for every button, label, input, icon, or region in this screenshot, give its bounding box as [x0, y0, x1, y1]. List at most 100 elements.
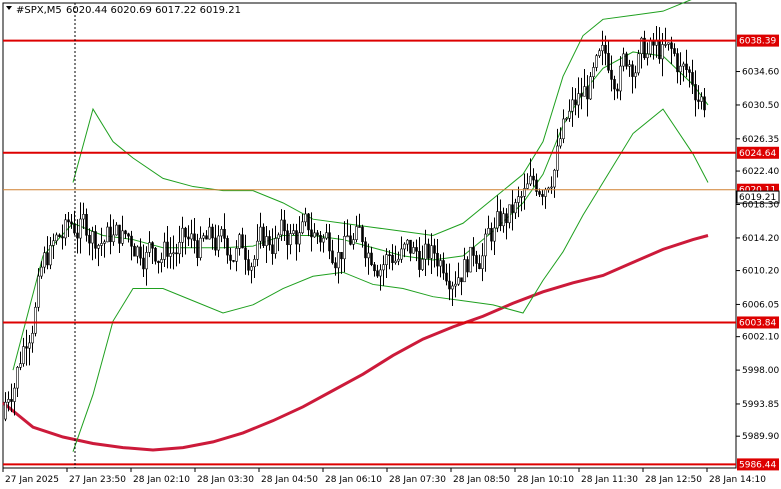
- candle-body: [106, 226, 109, 243]
- bollinger-lower-line: [72, 108, 709, 452]
- candle-body: [583, 86, 586, 97]
- x-tick-label: 27 Jan 23:50: [69, 475, 126, 485]
- candle-body: [79, 218, 82, 239]
- candle-body: [352, 239, 355, 245]
- candle-body: [403, 243, 406, 250]
- x-tick-label: 28 Jan 07:30: [389, 475, 446, 485]
- candle-body: [220, 228, 223, 237]
- candle-body: [202, 235, 205, 239]
- candle-body: [421, 258, 424, 270]
- candle-body: [175, 252, 178, 255]
- candle-body: [103, 241, 106, 244]
- y-tick-label: 6022.40: [742, 167, 779, 177]
- level-tag-label: 6024.64: [739, 149, 776, 159]
- candle-body: [559, 138, 562, 147]
- candle-body: [160, 259, 163, 263]
- y-tick-label: 6018.30: [742, 201, 779, 211]
- y-axis: 6034.60 6030.50 6026.35 6022.40 6018.30 6014.…: [736, 68, 779, 442]
- candle-body: [361, 226, 364, 243]
- candle-body: [328, 232, 331, 252]
- candle-body: [364, 241, 367, 259]
- candle-body: [187, 236, 190, 240]
- candle-body: [280, 219, 283, 236]
- candle-body: [703, 96, 706, 111]
- y-tick-label: 6002.10: [742, 333, 779, 343]
- candle-body: [244, 247, 247, 260]
- candle-body: [259, 226, 262, 242]
- candle-body: [37, 275, 40, 308]
- x-tick-label: 28 Jan 04:50: [261, 475, 318, 485]
- candle-body: [631, 64, 634, 77]
- candle-body: [139, 246, 142, 259]
- candle-body: [400, 248, 403, 260]
- candle-body: [268, 236, 271, 246]
- candle-body: [589, 76, 592, 100]
- candle-body: [532, 175, 535, 181]
- candle-body: [118, 224, 121, 244]
- candle-body: [472, 246, 475, 256]
- candle-body: [391, 254, 394, 263]
- plot-frame: [2, 2, 737, 469]
- y-tick-label: 6006.05: [742, 300, 779, 310]
- candle-body: [265, 236, 268, 246]
- candle-body: [286, 230, 289, 246]
- candle-body: [565, 118, 568, 120]
- candle-body: [247, 259, 250, 271]
- candle-body: [274, 238, 277, 254]
- candle-body: [529, 175, 532, 185]
- candle-body: [424, 243, 427, 260]
- x-tick-label: 28 Jan 02:10: [133, 475, 190, 485]
- candle-body: [598, 50, 601, 57]
- candle-body: [13, 387, 16, 402]
- x-tick-label: 27 Jan 2025: [5, 475, 59, 485]
- candle-body: [397, 258, 400, 262]
- candle-body: [67, 219, 70, 223]
- bollinger-bands-group: [12, 0, 709, 452]
- candle-body: [505, 213, 508, 224]
- candle-body: [64, 219, 67, 239]
- candle-body: [607, 52, 610, 71]
- candle-body: [571, 99, 574, 112]
- candle-body: [493, 227, 496, 242]
- y-tick-label: 6026.35: [742, 135, 779, 145]
- candle-body: [649, 40, 652, 55]
- candle-body: [16, 367, 19, 389]
- dropdown-triangle-icon[interactable]: [6, 6, 12, 10]
- candle-body: [70, 221, 73, 225]
- candle-body: [499, 211, 502, 227]
- candle-body: [235, 248, 238, 262]
- candle-body: [277, 234, 280, 239]
- candle-body: [619, 65, 622, 92]
- moving-average-group: [2, 234, 709, 452]
- candle-body: [427, 243, 430, 259]
- candle-body: [109, 226, 112, 243]
- x-tick-label: 28 Jan 10:10: [517, 475, 574, 485]
- candle-body: [211, 226, 214, 239]
- candle-body: [253, 258, 256, 268]
- candle-body: [676, 53, 679, 73]
- candle-body: [127, 233, 130, 237]
- candle-body: [496, 211, 499, 229]
- candle-body: [679, 65, 682, 73]
- candle-body: [172, 252, 175, 255]
- candle-body: [301, 221, 304, 234]
- candle-body: [319, 235, 322, 243]
- candle-body: [46, 252, 49, 266]
- candle-body: [154, 247, 157, 262]
- candle-body: [595, 55, 598, 68]
- candle-body: [142, 257, 145, 270]
- candle-body: [196, 240, 199, 258]
- candle-body: [193, 233, 196, 241]
- candle-body: [379, 269, 382, 277]
- candle-body: [667, 42, 670, 45]
- candle-body: [136, 246, 139, 257]
- candle-body: [331, 250, 334, 264]
- candle-body: [337, 251, 340, 269]
- candle-body: [697, 99, 700, 102]
- candle-body: [307, 213, 310, 231]
- candle-body: [385, 254, 388, 265]
- candle-body: [262, 226, 265, 246]
